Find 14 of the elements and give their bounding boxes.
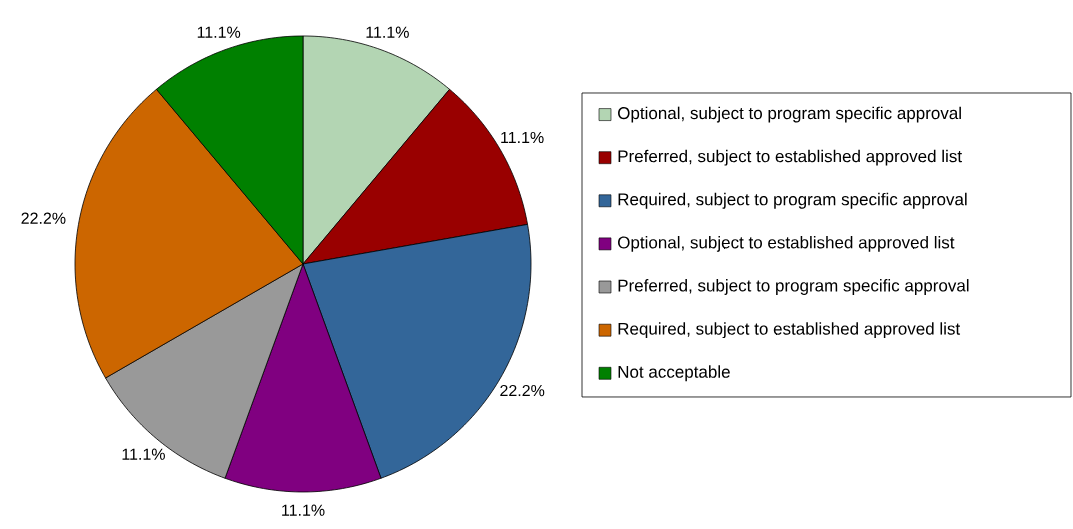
data-label: 11.1% <box>366 26 409 38</box>
legend-label: Optional, subject to established approved list <box>618 235 955 252</box>
data-label: 11.1% <box>282 504 325 516</box>
data-label: 11.1% <box>122 448 165 460</box>
data-label: 22.2% <box>500 384 545 397</box>
legend-label: Optional, subject to program specific approval <box>618 106 961 123</box>
legend-label: Not acceptable <box>618 365 730 382</box>
data-label: 11.1% <box>501 131 544 144</box>
data-label: 11.1% <box>197 26 241 38</box>
data-label: 22.2% <box>21 212 66 224</box>
legend-label: Preferred, subject to established approved list <box>618 149 962 166</box>
legend-label: Required, subject to established approved list <box>618 322 961 339</box>
legend-label: Required, subject to program specific approval <box>618 192 967 209</box>
legend-label: Preferred, subject to program specific approval <box>618 279 969 295</box>
